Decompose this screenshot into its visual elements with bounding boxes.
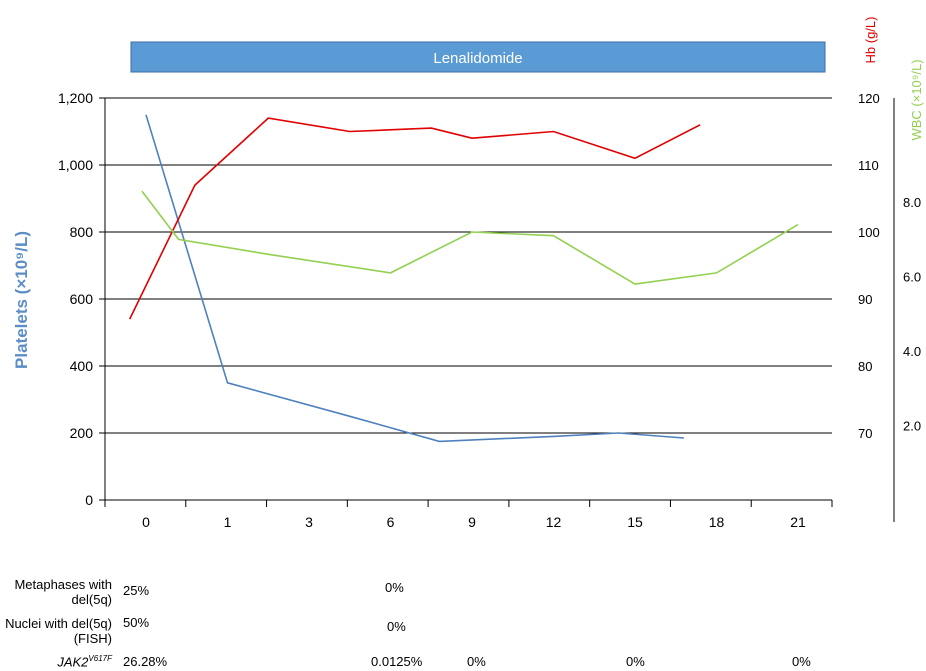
hb-tick-label: 80 <box>858 359 872 374</box>
y-tick-label: 600 <box>70 291 94 307</box>
row-label-jak2: JAK2V617F <box>57 654 112 670</box>
cell-fish-month0: 50% <box>123 615 150 630</box>
hb-tick-label: 100 <box>858 225 880 240</box>
wbc-tick-label: 6.0 <box>903 270 921 285</box>
x-tick-label: 1 <box>224 514 232 530</box>
y-tick-label: 400 <box>70 358 94 374</box>
hb-tick-label: 70 <box>858 426 872 441</box>
x-tick-label: 9 <box>468 514 476 530</box>
treatment-bar-label: Lenalidomide <box>433 50 522 67</box>
y-axis-title-platelets: Platelets (×10⁹/L) <box>12 231 31 369</box>
series-line-platelets <box>145 114 684 443</box>
y-axis-title-hb: Hb (g/L) <box>863 17 878 64</box>
row-label-metaphases: Metaphases with del(5q) <box>14 577 112 607</box>
x-tick-label: 3 <box>305 514 313 530</box>
wbc-tick-label: 8.0 <box>903 195 921 210</box>
wbc-tick-label: 4.0 <box>903 344 921 359</box>
x-tick-label: 6 <box>387 514 395 530</box>
cell-fish-month6: 0% <box>387 619 406 634</box>
x-tick-label: 0 <box>142 514 150 530</box>
x-axis-title: Months <box>440 559 497 560</box>
hb-tick-label: 90 <box>858 292 872 307</box>
x-tick-label: 21 <box>790 514 806 530</box>
series-line-wbc <box>141 190 799 285</box>
wbc-tick-label: 2.0 <box>903 419 921 434</box>
cell-metaphases-month6: 0% <box>385 580 404 595</box>
hb-tick-label: 110 <box>858 158 879 173</box>
y-tick-label: 1,000 <box>58 157 93 173</box>
y-tick-label: 1,200 <box>58 90 93 106</box>
row-label-fish: Nuclei with del(5q) (FISH) <box>5 616 112 646</box>
series-line-hb <box>128 117 701 320</box>
cell-jak2-month21: 0% <box>792 654 811 669</box>
y-tick-label: 200 <box>70 425 94 441</box>
x-tick-label: 12 <box>546 514 562 530</box>
y-tick-label: 0 <box>85 492 93 508</box>
x-tick-label: 15 <box>627 514 643 530</box>
hb-tick-label: 120 <box>858 91 880 106</box>
chart: Lenalidomide 0 200 400 600 800 1,000 1,200 0 1 3 6 9… <box>12 17 924 560</box>
cell-jak2-month6: 0.0125% <box>371 654 423 669</box>
y-axis-title-wbc: WBC (×10⁹/L) <box>909 59 924 140</box>
y-tick-label: 800 <box>70 224 94 240</box>
treatment-bar <box>130 41 826 73</box>
cell-jak2-month9: 0% <box>467 654 486 669</box>
cell-metaphases-month0: 25% <box>123 583 150 598</box>
x-tick-label: 18 <box>709 514 725 530</box>
cell-jak2-month0: 26.28% <box>123 654 168 669</box>
cell-jak2-month15: 0% <box>626 654 645 669</box>
